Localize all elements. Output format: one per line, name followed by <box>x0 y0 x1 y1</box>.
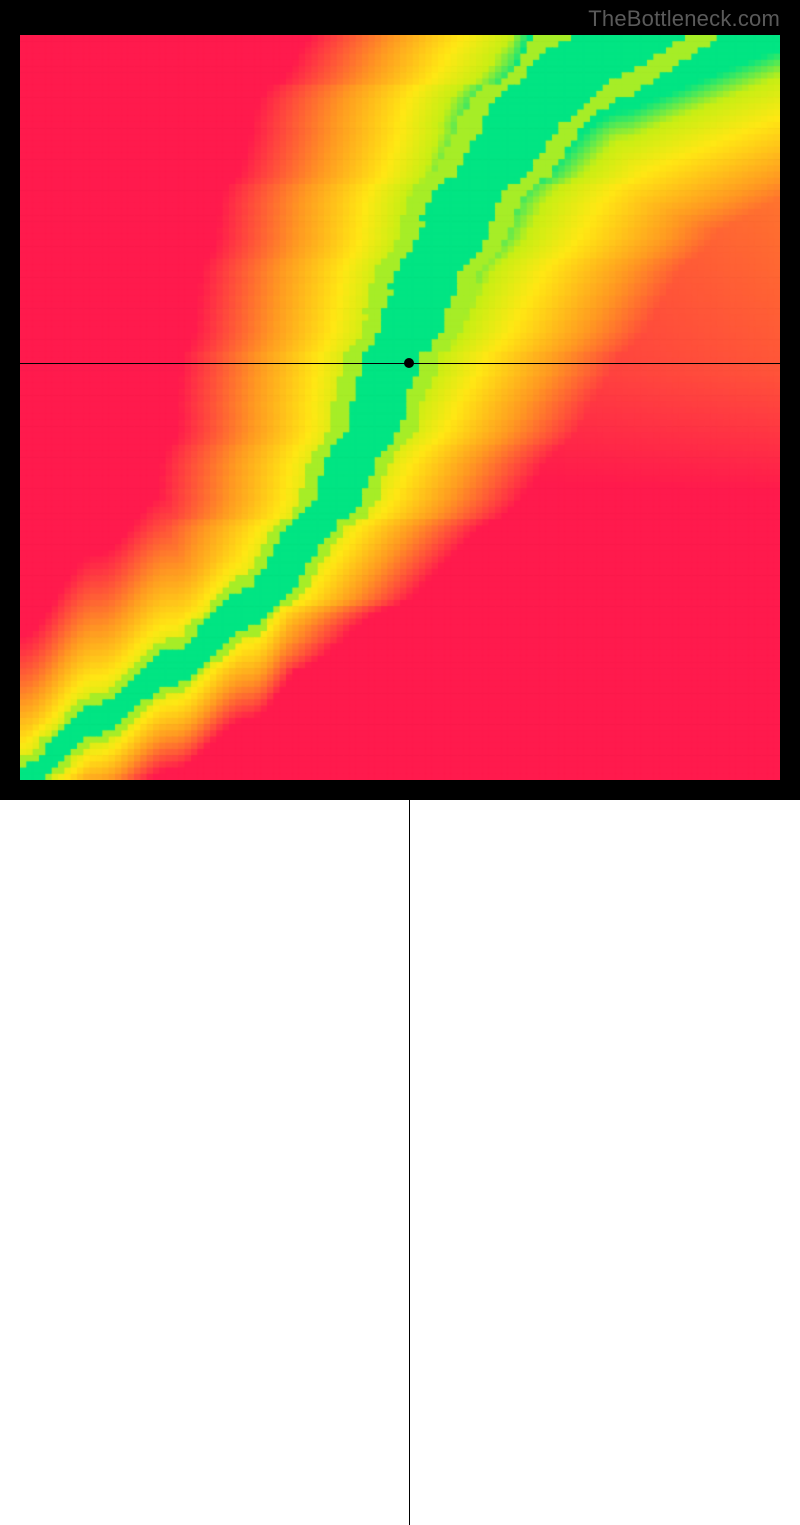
watermark-text: TheBottleneck.com <box>588 6 780 32</box>
crosshair-horizontal <box>20 363 780 364</box>
heatmap-canvas <box>20 35 780 780</box>
chart-container: TheBottleneck.com <box>0 0 800 800</box>
crosshair-vertical <box>409 780 410 1525</box>
heatmap-plot <box>20 35 780 780</box>
crosshair-dot <box>404 358 414 368</box>
